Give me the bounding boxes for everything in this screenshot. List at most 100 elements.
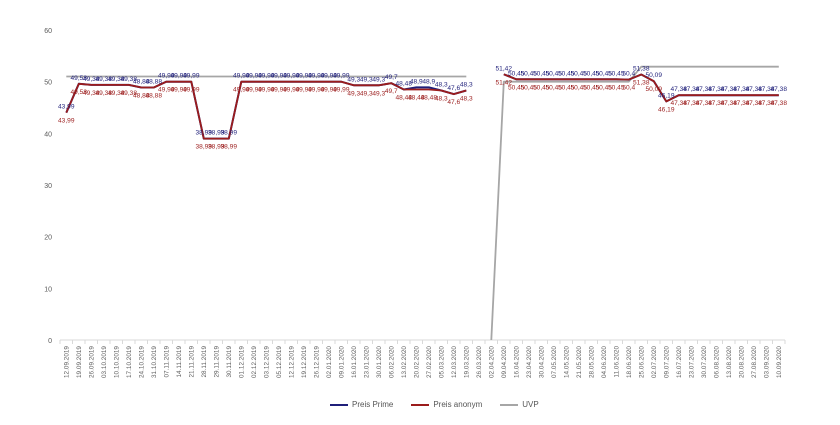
data-label-prime: 38,99 — [195, 130, 212, 137]
x-tick-label: 05.03.2020 — [438, 346, 445, 378]
data-label-prime: 47,38 — [770, 86, 787, 93]
legend-label-anonym: Preis anonym — [433, 400, 483, 409]
y-tick-label: 40 — [44, 131, 52, 138]
x-tick-label: 16.04.2020 — [513, 346, 520, 378]
data-label-anonym: 49,99 — [170, 87, 187, 94]
data-label-prime: 50,09 — [645, 72, 662, 79]
series-line-preis-anonym — [65, 73, 779, 140]
x-tick-label: 25.06.2020 — [638, 346, 645, 378]
data-label-anonym: 47,6 — [447, 99, 460, 106]
x-tick-label: 02.07.2020 — [651, 346, 658, 378]
data-label-anonym: 50,45 — [508, 84, 525, 91]
legend-item-anonym: Preis anonym — [411, 400, 482, 409]
data-label-anonym: 50,45 — [533, 84, 550, 91]
x-tick-label: 30.04.2020 — [538, 346, 545, 378]
legend-label-prime: Preis Prime — [352, 400, 394, 409]
data-label-anonym: 49,38 — [95, 90, 112, 97]
data-label-anonym: 47,38 — [695, 100, 712, 107]
x-tick-label: 06.02.2020 — [388, 346, 395, 378]
data-label-anonym: 50,45 — [595, 84, 612, 91]
data-label-prime: 47,38 — [670, 86, 687, 93]
data-label-anonym: 50,45 — [608, 84, 625, 91]
x-tick-label: 16.01.2020 — [351, 346, 358, 378]
data-label-anonym: 47,38 — [683, 100, 700, 107]
data-label-prime: 49,38 — [95, 76, 112, 83]
data-label-anonym: 50,45 — [583, 84, 600, 91]
data-label-prime: 47,38 — [695, 86, 712, 93]
x-tick-label: 30.07.2020 — [701, 346, 708, 378]
x-tick-label: 11.06.2020 — [613, 346, 620, 378]
x-tick-label: 12.03.2020 — [451, 346, 458, 378]
data-label-anonym: 50,45 — [558, 84, 575, 91]
legend-swatch-anonym — [411, 403, 430, 406]
data-label-prime: 49,58 — [70, 75, 87, 82]
y-tick-label: 0 — [48, 338, 52, 345]
data-label-anonym: 49,99 — [245, 87, 262, 94]
x-tick-label: 19.09.2019 — [76, 346, 83, 378]
legend-item-uvp: UVP — [500, 400, 539, 409]
x-tick-label: 02.12.2019 — [251, 346, 258, 378]
x-tick-label: 21.05.2020 — [576, 346, 583, 378]
data-label-anonym: 49,3 — [347, 90, 360, 97]
data-label-prime: 49,99 — [258, 73, 275, 80]
data-label-prime: 49,38 — [108, 76, 125, 83]
data-label-prime: 49,99 — [295, 73, 312, 80]
x-tick-label: 06.08.2020 — [713, 346, 720, 378]
data-label-prime: 48,88 — [133, 78, 150, 85]
data-label-prime: 48,3 — [460, 81, 473, 88]
x-tick-label: 02.01.2020 — [326, 346, 333, 378]
legend-swatch-uvp — [500, 403, 519, 406]
x-tick-label: 03.09.2020 — [763, 346, 770, 378]
data-label-prime: 50,45 — [608, 70, 625, 77]
data-label-prime: 49,99 — [283, 73, 300, 80]
x-tick-label: 14.05.2020 — [563, 346, 570, 378]
data-label-anonym: 47,38 — [720, 100, 737, 107]
data-label-anonym: 38,99 — [195, 144, 212, 151]
x-tick-label: 13.08.2020 — [726, 346, 733, 378]
data-label-anonym: 49,99 — [258, 87, 275, 94]
data-label-anonym: 49,99 — [283, 87, 300, 94]
data-label-anonym: 49,99 — [308, 87, 325, 94]
x-tick-label: 31.10.2019 — [151, 346, 158, 378]
data-label-anonym: 48,3 — [435, 95, 448, 102]
data-label-prime: 49,3 — [347, 76, 360, 83]
data-label-anonym: 47,38 — [733, 100, 750, 107]
x-tick-label: 10.10.2019 — [113, 346, 120, 378]
data-label-prime: 49,3 — [372, 76, 385, 83]
x-tick-label: 10.09.2020 — [776, 346, 783, 378]
x-tick-label: 26.03.2020 — [476, 346, 483, 378]
data-label-anonym: 38,99 — [220, 144, 237, 151]
data-label-anonym: 49,38 — [83, 90, 100, 97]
data-label-prime: 49,99 — [170, 73, 187, 80]
data-label-anonym: 49,99 — [295, 87, 312, 94]
legend-item-prime: Preis Prime — [330, 400, 393, 409]
x-tick-label: 23.04.2020 — [526, 346, 533, 378]
data-label-prime: 50,45 — [570, 70, 587, 77]
data-label-anonym: 49,99 — [233, 87, 250, 94]
data-label-anonym: 50,45 — [520, 84, 537, 91]
data-label-prime: 50,45 — [545, 70, 562, 77]
data-label-anonym: 49,3 — [360, 90, 373, 97]
legend: Preis Prime Preis anonym UVP — [330, 400, 539, 409]
data-label-prime: 51,42 — [495, 65, 512, 72]
legend-label-uvp: UVP — [522, 400, 539, 409]
data-label-anonym: 43,99 — [58, 118, 75, 125]
x-tick-label: 16.07.2020 — [676, 346, 683, 378]
data-label-prime: 50,4 — [622, 71, 635, 78]
x-tick-label: 23.01.2020 — [363, 346, 370, 378]
data-label-anonym: 48,88 — [133, 92, 150, 99]
x-tick-label: 02.04.2020 — [488, 346, 495, 378]
y-tick-label: 10 — [44, 286, 52, 293]
data-label-prime: 48,88 — [145, 78, 162, 85]
x-tick-label: 09.04.2020 — [501, 346, 508, 378]
data-label-anonym: 49,3 — [372, 90, 385, 97]
x-tick-label: 29.11.2019 — [213, 346, 220, 378]
series-line-uvp — [66, 65, 779, 341]
data-label-anonym: 50,45 — [545, 84, 562, 91]
x-tick-label: 09.07.2020 — [663, 346, 670, 378]
x-tick-label: 24.10.2019 — [138, 346, 145, 378]
x-tick-label: 05.12.2019 — [276, 346, 283, 378]
data-label-prime: 47,6 — [447, 85, 460, 92]
